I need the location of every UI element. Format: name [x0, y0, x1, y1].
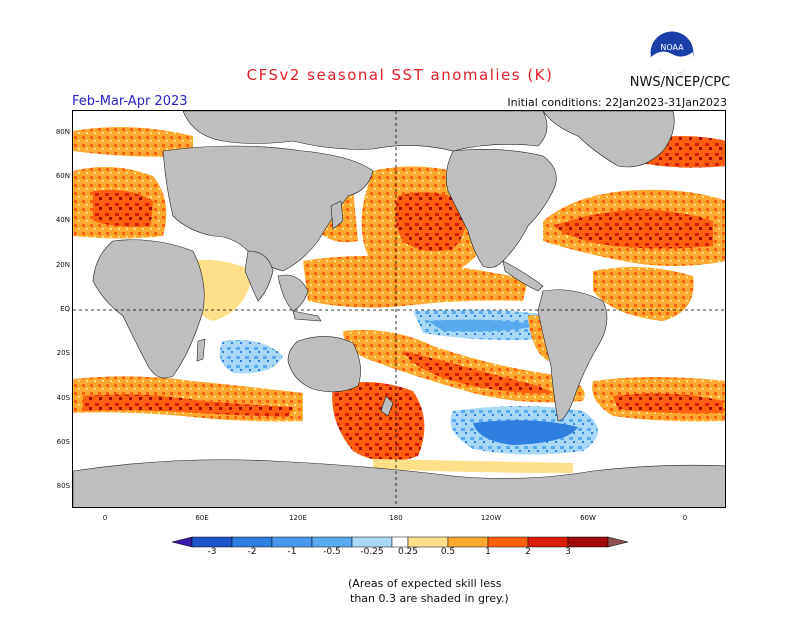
lat-label: 80S — [56, 482, 70, 490]
map-title: CFSv2 seasonal SST anomalies (K) — [246, 66, 554, 84]
south-america — [537, 289, 608, 422]
season-label: Feb-Mar-Apr 2023 — [72, 94, 188, 109]
initial-conditions-label: Initial conditions: 22Jan2023-31Jan2023 — [507, 96, 727, 109]
lat-label: 40N — [55, 216, 70, 224]
indonesia — [292, 310, 322, 322]
lat-label: 60N — [55, 172, 70, 180]
lon-label: 60E — [195, 514, 209, 522]
greenland — [542, 111, 675, 168]
arctic-land — [182, 111, 548, 152]
sst-anomaly-map — [72, 110, 726, 508]
new-zealand — [380, 395, 394, 417]
agency-label: NWS/NCEP/CPC — [629, 75, 731, 90]
lon-label: 0 — [682, 514, 688, 522]
se-asia — [277, 274, 309, 312]
lat-label: 20S — [56, 349, 70, 357]
colorbar-label: -0.5 — [323, 547, 341, 557]
japan — [330, 200, 344, 230]
logo-text: NOAA — [660, 43, 684, 52]
grid-lines — [73, 111, 725, 507]
eurasia — [162, 145, 374, 272]
lat-label: 80N — [55, 128, 70, 136]
colorbar-label: 0.25 — [397, 547, 419, 557]
land-layer — [73, 111, 725, 507]
colorbar — [171, 534, 629, 548]
colorbar-label: -2 — [247, 547, 257, 557]
lon-label: 0 — [102, 514, 108, 522]
lat-label: EQ — [60, 305, 70, 313]
noaa-logo-icon: NOAA — [649, 30, 695, 76]
noaa-logo: NOAA — [649, 30, 695, 76]
colorbar-label: 2 — [525, 547, 531, 557]
lon-label: 120W — [480, 514, 502, 522]
colorbar-label: 0.5 — [440, 547, 456, 557]
lon-label: 180 — [389, 514, 403, 522]
skill-note: (Areas of expected skill less than 0.3 a… — [300, 576, 580, 606]
colorbar-svg — [171, 536, 629, 548]
lat-label: 40S — [56, 394, 70, 402]
colorbar-label: -0.25 — [360, 547, 384, 557]
colorbar-label: -3 — [207, 547, 217, 557]
lat-label: 60S — [56, 438, 70, 446]
colorbar-label: -1 — [287, 547, 297, 557]
colorbar-label: 3 — [565, 547, 571, 557]
australia — [287, 336, 361, 393]
lat-label: 20N — [55, 261, 70, 269]
colorbar-label: 1 — [485, 547, 491, 557]
africa — [92, 239, 205, 379]
lon-label: 60W — [580, 514, 596, 522]
madagascar — [196, 338, 206, 362]
skill-note-line: (Areas of expected skill less — [348, 577, 502, 590]
map-canvas — [73, 111, 725, 507]
india — [244, 250, 274, 302]
antarctica — [73, 459, 725, 507]
lon-label: 120E — [289, 514, 307, 522]
central-america — [502, 260, 544, 292]
skill-note-line: than 0.3 are shaded in grey.) — [350, 592, 509, 605]
